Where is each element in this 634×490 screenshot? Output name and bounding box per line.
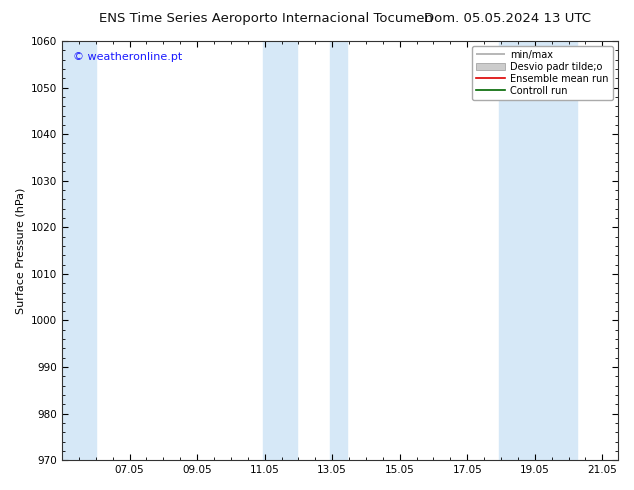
Text: Dom. 05.05.2024 13 UTC: Dom. 05.05.2024 13 UTC bbox=[424, 12, 591, 25]
Bar bbox=[500, 41, 577, 460]
Text: © weatheronline.pt: © weatheronline.pt bbox=[73, 51, 182, 62]
Bar bbox=[330, 41, 347, 460]
Bar bbox=[61, 41, 96, 460]
Text: ENS Time Series Aeroporto Internacional Tocumen: ENS Time Series Aeroporto Internacional … bbox=[100, 12, 433, 25]
Bar bbox=[263, 41, 297, 460]
Y-axis label: Surface Pressure (hPa): Surface Pressure (hPa) bbox=[15, 187, 25, 314]
Legend: min/max, Desvio padr tilde;o, Ensemble mean run, Controll run: min/max, Desvio padr tilde;o, Ensemble m… bbox=[472, 46, 612, 99]
